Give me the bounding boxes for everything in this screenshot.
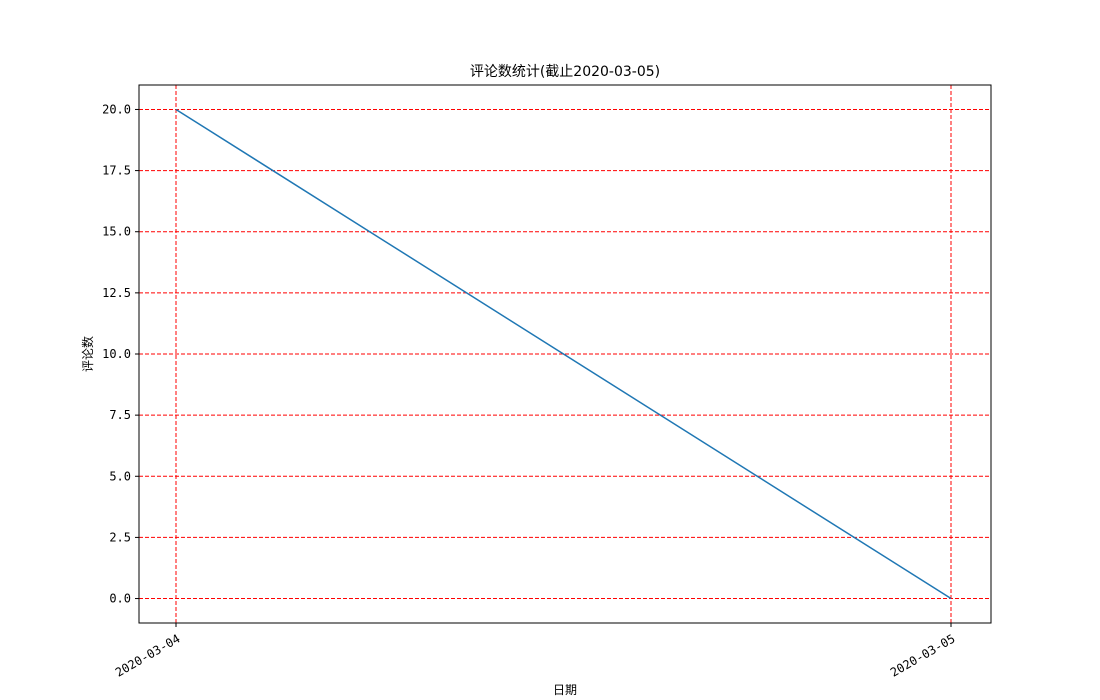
grid-lines <box>139 85 991 623</box>
series-group <box>175 108 952 600</box>
y-axis-label: 评论数 <box>80 336 95 372</box>
y-tick-label: 17.5 <box>102 164 131 178</box>
x-axis-label: 日期 <box>553 683 577 697</box>
y-axis-ticks: 0.0 2.5 5.0 7.5 10.0 12.5 15.0 17.5 20.0 <box>102 102 139 606</box>
y-tick-label: 5.0 <box>109 469 131 483</box>
y-tick-label: 2.5 <box>109 530 131 544</box>
y-tick-label: 10.0 <box>102 347 131 361</box>
y-tick-label: 7.5 <box>109 408 131 422</box>
y-tick-label: 20.0 <box>102 102 131 116</box>
series-line <box>175 108 952 600</box>
y-tick-label: 12.5 <box>102 286 131 300</box>
chart-title: 评论数统计(截止2020-03-05) <box>470 64 660 80</box>
y-tick-label: 0.0 <box>109 592 131 606</box>
y-tick-label: 15.0 <box>102 225 131 239</box>
